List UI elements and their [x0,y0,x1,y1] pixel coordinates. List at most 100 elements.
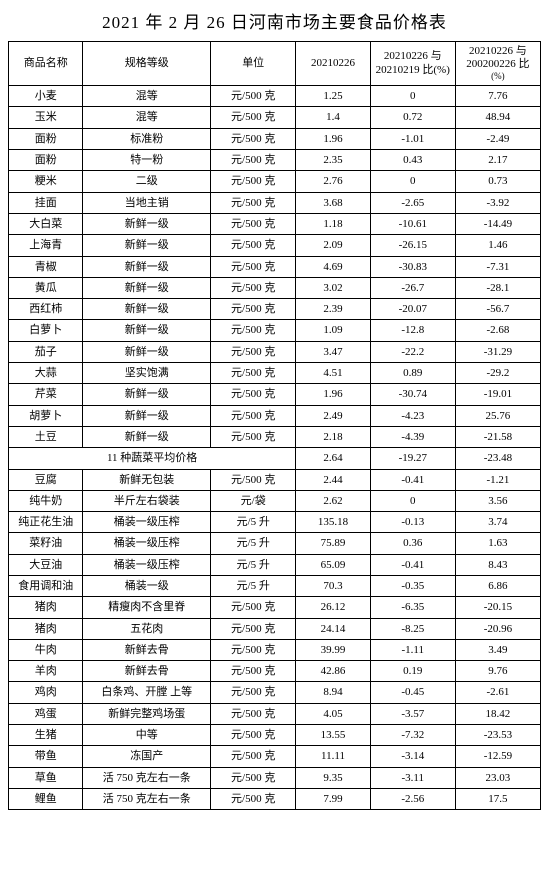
cell-unit: 元/500 克 [211,107,296,128]
cell-price: 1.09 [296,320,370,341]
cell-cmp2: -1.21 [455,469,540,490]
table-row: 黄瓜新鲜一级元/500 克3.02-26.7-28.1 [9,277,541,298]
cell-spec: 新鲜完整鸡场蛋 [83,703,211,724]
table-row: 鸡肉白条鸡、开膛 上等元/500 克8.94-0.45-2.61 [9,682,541,703]
cell-price: 65.09 [296,554,370,575]
cell-cmp2: -20.96 [455,618,540,639]
table-row: 西红柿新鲜一级元/500 克2.39-20.07-56.7 [9,299,541,320]
cell-price: 1.25 [296,86,370,107]
table-row: 鲤鱼活 750 克左右一条元/500 克7.99-2.5617.5 [9,788,541,809]
cell-cmp2: 3.56 [455,490,540,511]
cell-cmp2: -2.61 [455,682,540,703]
cell-price: 2.76 [296,171,370,192]
cell-spec: 新鲜一级 [83,213,211,234]
cell-unit: 元/500 克 [211,426,296,447]
cell-unit: 元/500 克 [211,150,296,171]
cell-unit: 元/500 克 [211,725,296,746]
cell-cmp2: 3.74 [455,512,540,533]
table-row: 纯正花生油桶装一级压榨元/5 升135.18-0.133.74 [9,512,541,533]
cell-name: 玉米 [9,107,83,128]
cell-spec: 新鲜去骨 [83,639,211,660]
cell-cmp2: 6.86 [455,576,540,597]
cell-name: 食用调和油 [9,576,83,597]
table-row: 挂面当地主销元/500 克3.68-2.65-3.92 [9,192,541,213]
cell-cmp1: -2.56 [370,788,455,809]
cell-spec: 新鲜一级 [83,384,211,405]
cell-name: 猪肉 [9,597,83,618]
cell-price: 24.14 [296,618,370,639]
cell-cmp1: -26.15 [370,235,455,256]
cell-cmp2: -31.29 [455,341,540,362]
cell-price: 1.18 [296,213,370,234]
cell-name: 纯牛奶 [9,490,83,511]
table-row: 大豆油桶装一级压榨元/5 升65.09-0.418.43 [9,554,541,575]
cell-cmp2: -19.01 [455,384,540,405]
cell-cmp2: -3.92 [455,192,540,213]
cell-cmp1: -19.27 [370,448,455,469]
cell-spec: 新鲜无包装 [83,469,211,490]
table-row: 小麦混等元/500 克1.2507.76 [9,86,541,107]
cell-name: 牛肉 [9,639,83,660]
table-row: 猪肉精瘦肉不含里脊元/500 克26.12-6.35-20.15 [9,597,541,618]
cell-unit: 元/500 克 [211,767,296,788]
cell-cmp1: -7.32 [370,725,455,746]
cell-unit: 元/500 克 [211,597,296,618]
cell-price: 4.69 [296,256,370,277]
cell-cmp2: 25.76 [455,405,540,426]
cell-cmp2: -29.2 [455,363,540,384]
cell-spec: 标准粉 [83,128,211,149]
cell-price: 39.99 [296,639,370,660]
header-cmp2-line1: 20210226 与 [469,45,527,57]
cell-name: 面粉 [9,128,83,149]
table-row: 牛肉新鲜去骨元/500 克39.99-1.113.49 [9,639,541,660]
cell-spec: 白条鸡、开膛 上等 [83,682,211,703]
cell-name: 粳米 [9,171,83,192]
cell-name: 带鱼 [9,746,83,767]
cell-cmp1: -0.35 [370,576,455,597]
header-cmp2: 20210226 与 200200226 比 (%) [455,42,540,86]
table-row: 纯牛奶半斤左右袋装元/袋2.6203.56 [9,490,541,511]
cell-price: 1.4 [296,107,370,128]
cell-cmp1: 0 [370,490,455,511]
cell-cmp2: -2.68 [455,320,540,341]
table-row: 粳米二级元/500 克2.7600.73 [9,171,541,192]
cell-name: 面粉 [9,150,83,171]
cell-price: 2.62 [296,490,370,511]
cell-cmp1: 0.36 [370,533,455,554]
page-title: 2021 年 2 月 26 日河南市场主要食品价格表 [8,8,541,33]
cell-spec: 半斤左右袋装 [83,490,211,511]
cell-spec: 混等 [83,107,211,128]
cell-name: 大蒜 [9,363,83,384]
cell-name: 芹菜 [9,384,83,405]
cell-cmp2: 48.94 [455,107,540,128]
cell-price: 2.49 [296,405,370,426]
cell-cmp2: -23.53 [455,725,540,746]
cell-price: 11.11 [296,746,370,767]
table-row: 白萝卜新鲜一级元/500 克1.09-12.8-2.68 [9,320,541,341]
cell-cmp1: -1.11 [370,639,455,660]
table-row: 上海青新鲜一级元/500 克2.09-26.151.46 [9,235,541,256]
cell-unit: 元/500 克 [211,618,296,639]
cell-name: 大白菜 [9,213,83,234]
cell-price: 26.12 [296,597,370,618]
cell-price: 3.47 [296,341,370,362]
cell-cmp2: -28.1 [455,277,540,298]
cell-cmp2: 17.5 [455,788,540,809]
table-row: 豆腐新鲜无包装元/500 克2.44-0.41-1.21 [9,469,541,490]
cell-cmp1: -0.45 [370,682,455,703]
cell-price: 8.94 [296,682,370,703]
cell-spec: 新鲜一级 [83,405,211,426]
cell-price: 2.09 [296,235,370,256]
cell-name: 土豆 [9,426,83,447]
cell-cmp2: 1.63 [455,533,540,554]
cell-name: 草鱼 [9,767,83,788]
cell-name: 鸡蛋 [9,703,83,724]
cell-spec: 新鲜一级 [83,426,211,447]
table-row: 大白菜新鲜一级元/500 克1.18-10.61-14.49 [9,213,541,234]
cell-unit: 元/袋 [211,490,296,511]
cell-unit: 元/5 升 [211,554,296,575]
cell-name: 大豆油 [9,554,83,575]
cell-cmp1: 0.19 [370,661,455,682]
cell-cmp2: -14.49 [455,213,540,234]
price-table: 商品名称 规格等级 单位 20210226 20210226 与 2021021… [8,41,541,810]
